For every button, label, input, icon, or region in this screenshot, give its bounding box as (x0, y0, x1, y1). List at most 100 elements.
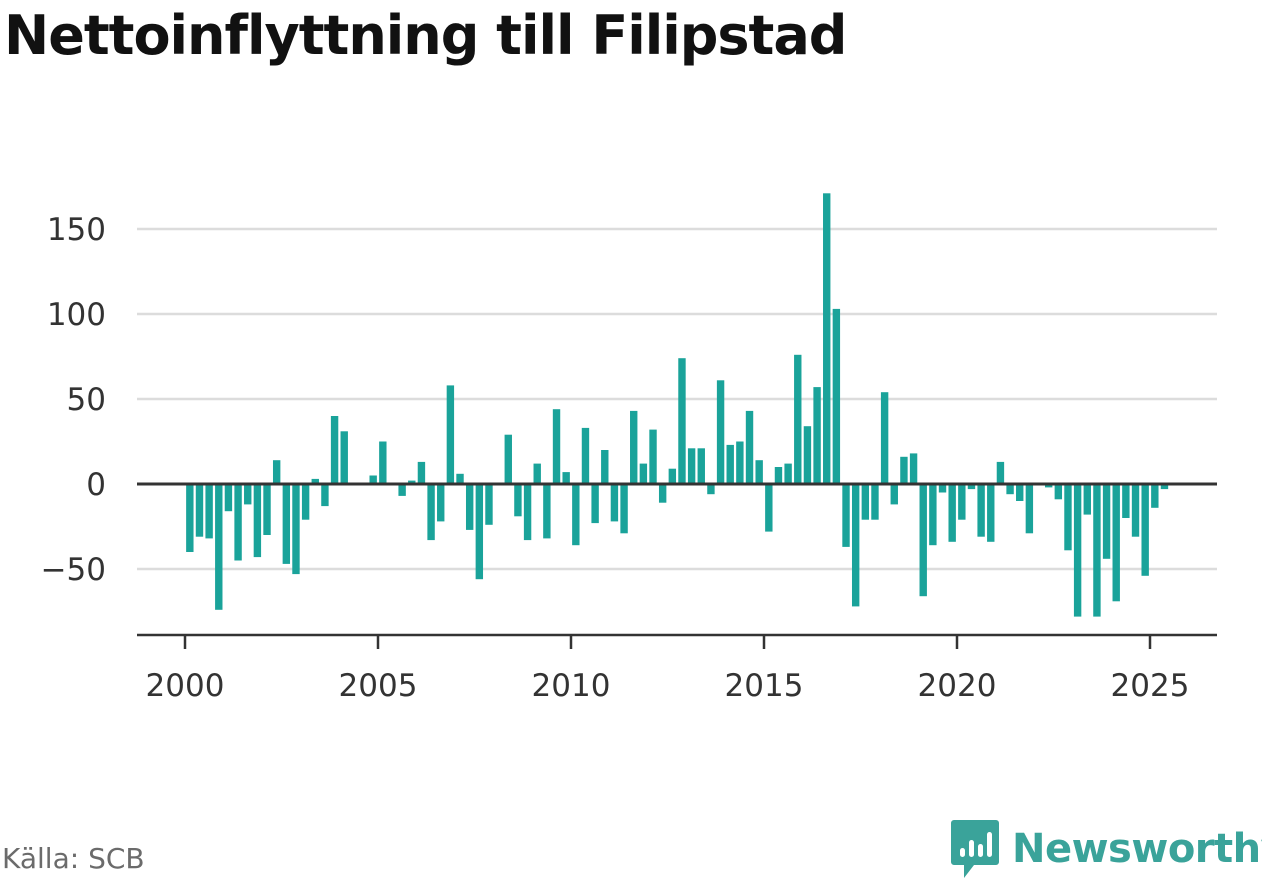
bars (186, 193, 1169, 617)
bar (745, 410, 754, 484)
bar (687, 448, 696, 484)
bar (784, 463, 792, 484)
bar (1054, 484, 1063, 500)
bar (794, 354, 802, 484)
bar (861, 484, 870, 520)
bar (533, 463, 541, 484)
bar (803, 426, 812, 484)
bar (630, 410, 638, 484)
bar (1112, 484, 1120, 602)
bar (224, 484, 233, 512)
bar (813, 387, 821, 484)
bar (697, 448, 705, 484)
y-tick-label: 50 (67, 382, 106, 418)
bar (475, 484, 484, 580)
y-tick-label: 100 (47, 297, 106, 333)
bar (446, 385, 455, 484)
bar (678, 358, 686, 484)
bar (514, 484, 522, 517)
bar (301, 484, 310, 520)
bar (234, 484, 242, 561)
bar (610, 484, 619, 522)
bar (1025, 484, 1034, 534)
y-tick-label: −50 (41, 552, 106, 588)
bar (417, 461, 426, 484)
bar (330, 416, 339, 484)
bar (1151, 484, 1159, 508)
bar (909, 453, 918, 484)
x-tick-label: 2020 (918, 668, 997, 704)
bar (282, 484, 291, 564)
source-note: Källa: SCB (2, 842, 145, 875)
bar (321, 484, 329, 507)
bar (649, 429, 657, 484)
bar (205, 484, 213, 539)
bar (890, 484, 898, 505)
bar (736, 441, 744, 484)
bar (562, 472, 570, 484)
bar (755, 460, 763, 484)
chart-title: Nettoinflyttning till Filipstad (4, 4, 847, 67)
bar (292, 484, 300, 575)
bar (987, 484, 995, 542)
y-tick-label: 150 (47, 212, 106, 248)
bar (774, 467, 783, 484)
bar (1131, 484, 1140, 537)
bar (437, 484, 445, 522)
bar (408, 480, 416, 484)
bar (1073, 484, 1082, 617)
bar (253, 484, 262, 558)
bar (1064, 484, 1072, 551)
bar (880, 392, 889, 484)
bar (948, 484, 956, 542)
bar (919, 484, 927, 597)
bar (369, 475, 377, 484)
bar (851, 484, 860, 607)
bar (842, 484, 850, 547)
bar (1160, 484, 1169, 490)
bar (977, 484, 985, 537)
bar (639, 463, 648, 484)
bar (572, 484, 580, 546)
bar (1122, 484, 1130, 518)
bar (465, 484, 474, 530)
bar (311, 478, 319, 484)
bar (456, 473, 464, 484)
bar (832, 308, 841, 484)
bar (967, 484, 976, 490)
bar (340, 431, 348, 484)
brand-name: Newsworthy (1012, 826, 1262, 872)
bar (1044, 484, 1053, 488)
bar (1083, 484, 1091, 515)
bar (929, 484, 937, 546)
bar (485, 484, 493, 525)
bar (1093, 484, 1101, 617)
bar (938, 484, 947, 493)
bar (996, 461, 1005, 484)
bar (1006, 484, 1014, 495)
bar (504, 434, 512, 484)
x-tick-label: 2010 (532, 668, 611, 704)
bar (195, 484, 204, 537)
bar (398, 484, 406, 496)
bar (958, 484, 966, 520)
x-tick-label: 2025 (1111, 668, 1190, 704)
bar (543, 484, 551, 539)
bar (581, 427, 590, 484)
bar (186, 484, 194, 552)
bar (272, 460, 281, 484)
bar (601, 450, 609, 484)
x-tick-label: 2015 (725, 668, 804, 704)
bar (591, 484, 599, 524)
bar (523, 484, 532, 541)
bar (427, 484, 435, 541)
bar (765, 484, 773, 532)
bar (620, 484, 628, 534)
bar (379, 441, 387, 484)
tick-labels: −50 0 50 100 150 2000 2005 2010 2015 2020 2025 (41, 212, 1190, 704)
bar (823, 193, 831, 485)
bar (215, 484, 223, 610)
x-tick-label: 2005 (339, 668, 418, 704)
bar (716, 380, 725, 484)
